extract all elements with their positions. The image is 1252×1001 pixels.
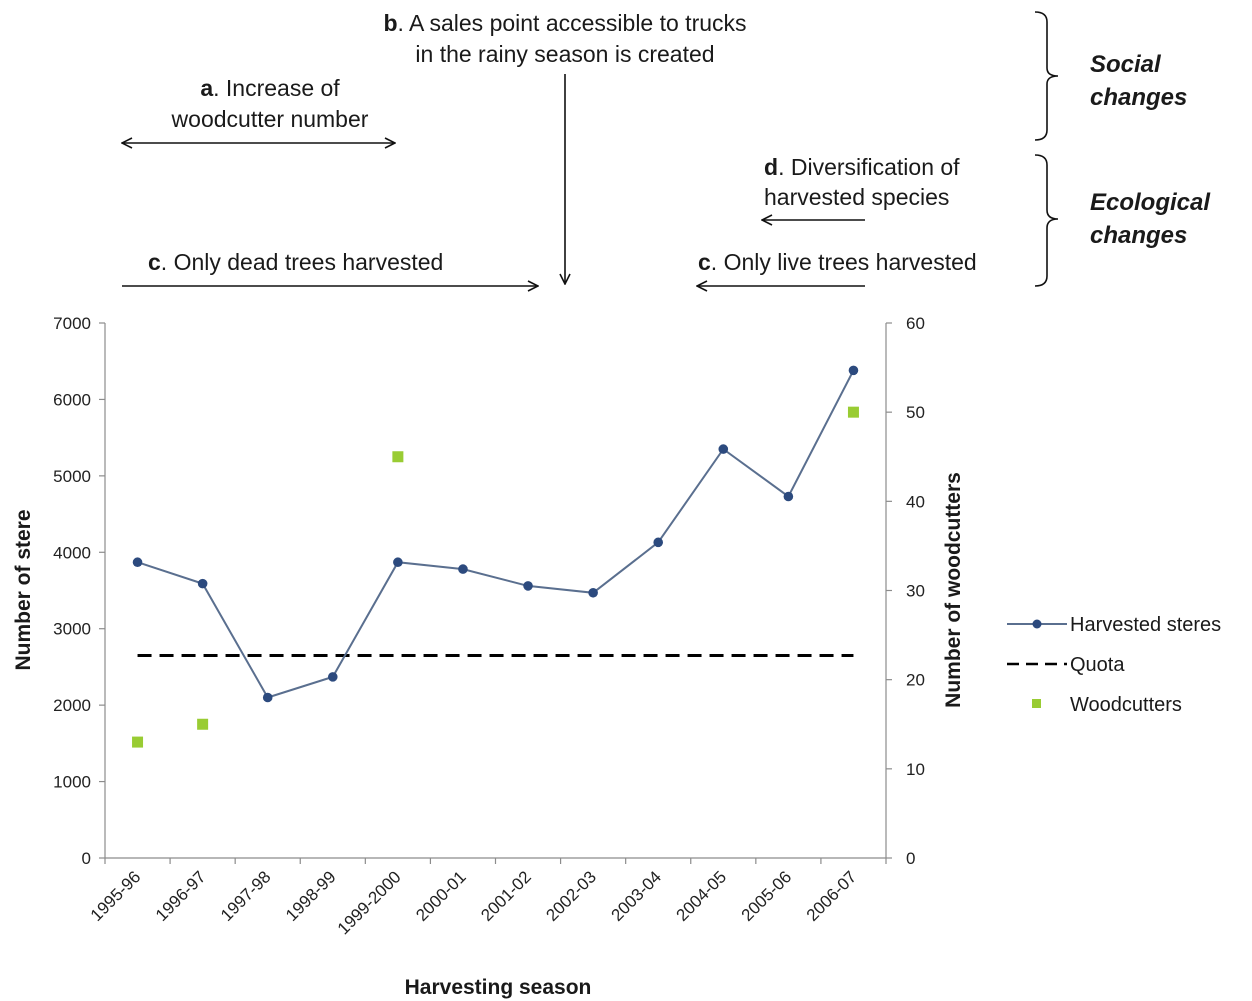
harvested-steres-point <box>132 557 143 568</box>
left-y-tick-label: 2000 <box>53 696 91 715</box>
x-tick-label: 1997-98 <box>217 867 275 925</box>
harvested-steres-point <box>197 578 208 589</box>
harvested-steres-point <box>393 557 403 568</box>
x-tick-label: 2003-04 <box>607 867 665 925</box>
legend-woodcutters-marker <box>1032 699 1041 708</box>
ecological-label-line2: changes <box>1090 222 1187 249</box>
right-y-tick-label: 50 <box>906 403 925 422</box>
left-y-tick-label: 1000 <box>53 773 91 792</box>
x-tick-label: 2004-05 <box>673 867 731 925</box>
legend-item-quota: Quota <box>1007 654 1125 676</box>
woodcutters-point <box>132 736 144 748</box>
harvested-steres-line <box>137 369 855 699</box>
x-tick-label: 1995-96 <box>87 867 145 925</box>
x-tick-label: 2000-01 <box>412 867 470 925</box>
annotation-d: d. Diversification of harvested species <box>762 154 960 220</box>
harvested-steres-point <box>588 587 598 598</box>
harvested-steres-point <box>718 444 729 454</box>
ecological-label-line1: Ecological <box>1090 189 1211 216</box>
legend-item-woodcutters: Woodcutters <box>1032 694 1182 716</box>
legend-label-harvested-steres: Harvested steres <box>1070 614 1221 636</box>
annotation-a-line2: woodcutter number <box>171 106 369 132</box>
harvested-steres-point <box>327 672 338 682</box>
right-y-tick-label: 10 <box>906 760 925 779</box>
right-y-tick-label: 0 <box>906 849 915 868</box>
right-y-tick-label: 40 <box>906 492 925 511</box>
left-y-tick-label: 0 <box>82 849 91 868</box>
annotation-c-live: c. Only live trees harvested <box>697 249 977 286</box>
left-y-ticks: 0 1000 2000 3000 4000 5000 6000 7000 <box>53 314 105 868</box>
left-y-tick-label: 5000 <box>53 467 91 486</box>
harvested-steres-point <box>653 537 664 548</box>
ecological-brace <box>1034 154 1059 287</box>
annotation-b-line2: in the rainy season is created <box>415 41 714 67</box>
legend-harvested-marker <box>1032 619 1042 629</box>
annotation-d-line1: d. Diversification of <box>764 154 960 180</box>
right-y-axis-title: Number of woodcutters <box>942 472 965 708</box>
legend: Harvested steres Quota Woodcutters <box>1007 614 1221 716</box>
harvested-steres-point <box>262 692 273 703</box>
x-tick-label: 2002-03 <box>542 867 600 925</box>
right-y-tick-label: 60 <box>906 314 925 333</box>
annotation-c-dead-text: c. Only dead trees harvested <box>148 249 443 275</box>
x-tick-label: 1998-99 <box>282 867 340 925</box>
right-y-tick-label: 20 <box>906 671 925 690</box>
annotation-b-line1: b. A sales point accessible to trucks <box>383 10 746 36</box>
social-brace <box>1034 11 1059 141</box>
annotation-c-live-text: c. Only live trees harvested <box>698 249 977 275</box>
woodcutters-point <box>197 718 209 730</box>
left-y-tick-label: 3000 <box>53 620 91 639</box>
annotation-b: b. A sales point accessible to trucks in… <box>383 10 747 284</box>
legend-item-harvested-steres: Harvested steres <box>1007 614 1221 636</box>
harvested-steres-point <box>783 491 794 502</box>
left-y-axis-title: Number of stere <box>12 509 35 670</box>
right-y-ticks: 0 10 20 30 40 50 60 <box>886 314 925 868</box>
x-tick-label: 2006-07 <box>803 867 861 925</box>
left-y-tick-label: 7000 <box>53 314 91 333</box>
x-tick-label: 1996-97 <box>152 867 210 925</box>
annotation-a: a. Increase of woodcutter number <box>122 75 395 143</box>
annotation-c-dead: c. Only dead trees harvested <box>122 249 538 286</box>
left-y-tick-label: 6000 <box>53 390 91 409</box>
x-axis-title: Harvesting season <box>405 976 592 999</box>
annotation-a-line1: a. Increase of <box>200 75 340 101</box>
woodcutters-point <box>392 451 404 463</box>
plot-series <box>132 365 859 748</box>
right-y-tick-label: 30 <box>906 582 925 601</box>
harvested-steres-point <box>458 564 468 574</box>
x-tick-label: 2005-06 <box>738 867 796 925</box>
harvested-steres-point <box>523 581 533 591</box>
legend-label-quota: Quota <box>1070 654 1125 676</box>
legend-label-woodcutters: Woodcutters <box>1070 694 1182 716</box>
harvested-steres-point <box>848 365 859 376</box>
social-label-line2: changes <box>1090 84 1187 111</box>
annotation-d-line2: harvested species <box>764 184 949 210</box>
x-tick-label: 2001-02 <box>477 867 535 925</box>
woodcutters-point <box>847 406 859 418</box>
left-y-tick-label: 4000 <box>53 543 91 562</box>
social-label-line1: Social <box>1090 51 1162 78</box>
x-tick-label: 1999-2000 <box>334 867 405 938</box>
